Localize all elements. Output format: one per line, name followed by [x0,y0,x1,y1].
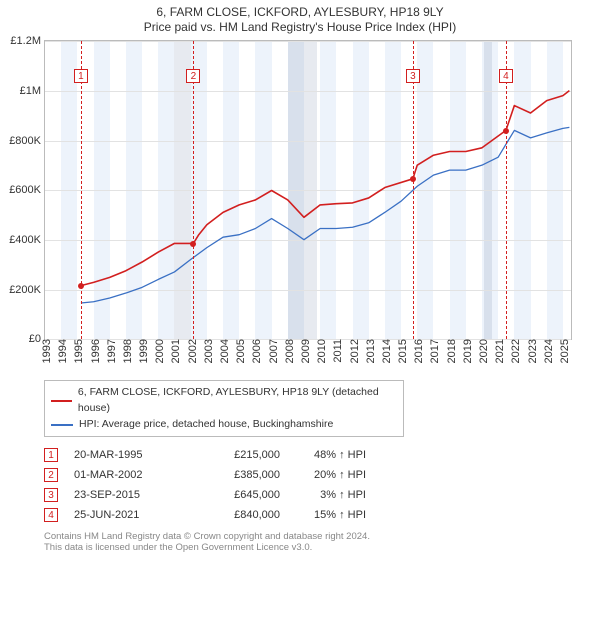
sale-marker-line [193,41,194,339]
x-axis-label: 1999 [134,339,150,363]
legend-swatch [51,424,73,426]
sale-index-box: 3 [44,488,58,502]
footer-line: This data is licensed under the Open Gov… [44,542,570,553]
sales-table: 1 20-MAR-1995 £215,000 48% ↑ HPI 2 01-MAR-200… [44,445,444,525]
sale-marker-dot [190,241,196,247]
chart-title: 6, FARM CLOSE, ICKFORD, AYLESBURY, HP18 … [0,0,600,20]
sale-row: 4 25-JUN-2021 £840,000 15% ↑ HPI [44,505,444,525]
x-axis-label: 2017 [425,339,441,363]
legend: 6, FARM CLOSE, ICKFORD, AYLESBURY, HP18 … [44,380,404,437]
x-axis-label: 1995 [69,339,85,363]
x-axis-label: 2002 [183,339,199,363]
legend-item-property: 6, FARM CLOSE, ICKFORD, AYLESBURY, HP18 … [51,385,397,417]
x-axis-label: 2025 [555,339,571,363]
sale-marker-box: 2 [186,69,200,83]
x-axis-label: 2007 [264,339,280,363]
sale-diff: 48% ↑ HPI [296,449,366,461]
y-axis-label: £800K [9,135,45,147]
y-axis-label: £200K [9,284,45,296]
legend-label: HPI: Average price, detached house, Buck… [79,417,333,433]
sale-row: 1 20-MAR-1995 £215,000 48% ↑ HPI [44,445,444,465]
legend-swatch [51,400,72,402]
x-axis-label: 1998 [118,339,134,363]
x-axis-label: 2022 [506,339,522,363]
legend-item-hpi: HPI: Average price, detached house, Buck… [51,417,397,433]
x-axis-label: 2009 [296,339,312,363]
sale-price: £840,000 [200,509,280,521]
sale-date: 23-SEP-2015 [74,489,184,501]
x-axis-label: 2014 [377,339,393,363]
sale-marker-line [413,41,414,339]
y-axis-label: £1.2M [10,35,45,47]
x-axis-label: 2003 [199,339,215,363]
series-hpi-line [81,128,569,304]
sale-index-box: 2 [44,468,58,482]
footer-line: Contains HM Land Registry data © Crown c… [44,531,570,542]
sale-row: 3 23-SEP-2015 £645,000 3% ↑ HPI [44,485,444,505]
x-axis-label: 2024 [539,339,555,363]
x-axis-label: 2019 [458,339,474,363]
sale-index-box: 4 [44,508,58,522]
sale-diff: 20% ↑ HPI [296,469,366,481]
x-axis-label: 2004 [215,339,231,363]
series-property-line [81,91,569,286]
sale-date: 01-MAR-2002 [74,469,184,481]
x-axis-label: 2006 [247,339,263,363]
sale-marker-box: 1 [74,69,88,83]
x-axis-label: 2010 [312,339,328,363]
sale-marker-box: 3 [406,69,420,83]
sale-price: £385,000 [200,469,280,481]
x-axis-label: 2020 [474,339,490,363]
sale-price: £645,000 [200,489,280,501]
x-axis-label: 2023 [523,339,539,363]
sale-marker-dot [503,128,509,134]
x-axis-label: 2008 [280,339,296,363]
sale-marker-box: 4 [499,69,513,83]
x-axis-label: 2015 [393,339,409,363]
footer-attribution: Contains HM Land Registry data © Crown c… [44,531,570,553]
x-axis-label: 2013 [361,339,377,363]
x-axis-label: 2000 [150,339,166,363]
sale-marker-dot [78,283,84,289]
sale-row: 2 01-MAR-2002 £385,000 20% ↑ HPI [44,465,444,485]
y-axis-label: £1M [20,85,45,97]
sale-diff: 15% ↑ HPI [296,509,366,521]
x-axis-label: 1994 [53,339,69,363]
x-axis-label: 2018 [442,339,458,363]
legend-label: 6, FARM CLOSE, ICKFORD, AYLESBURY, HP18 … [78,385,397,417]
chart-subtitle: Price paid vs. HM Land Registry's House … [0,20,600,38]
y-axis-label: £600K [9,184,45,196]
sale-marker-line [81,41,82,339]
x-axis-label: 2016 [409,339,425,363]
sale-date: 25-JUN-2021 [74,509,184,521]
sale-diff: 3% ↑ HPI [296,489,366,501]
sale-date: 20-MAR-1995 [74,449,184,461]
x-axis-label: 2011 [328,339,344,363]
x-axis-label: 1997 [102,339,118,363]
x-axis-label: 2001 [166,339,182,363]
x-axis-label: 1993 [37,339,53,363]
price-chart: £0£200K£400K£600K£800K£1M£1.2M1993199419… [44,40,572,340]
y-axis-label: £400K [9,234,45,246]
sale-marker-dot [410,176,416,182]
sale-marker-line [506,41,507,339]
x-axis-label: 2012 [345,339,361,363]
sale-index-box: 1 [44,448,58,462]
x-axis-label: 2021 [490,339,506,363]
x-axis-label: 1996 [86,339,102,363]
sale-price: £215,000 [200,449,280,461]
x-axis-label: 2005 [231,339,247,363]
plot-svg [45,41,571,339]
